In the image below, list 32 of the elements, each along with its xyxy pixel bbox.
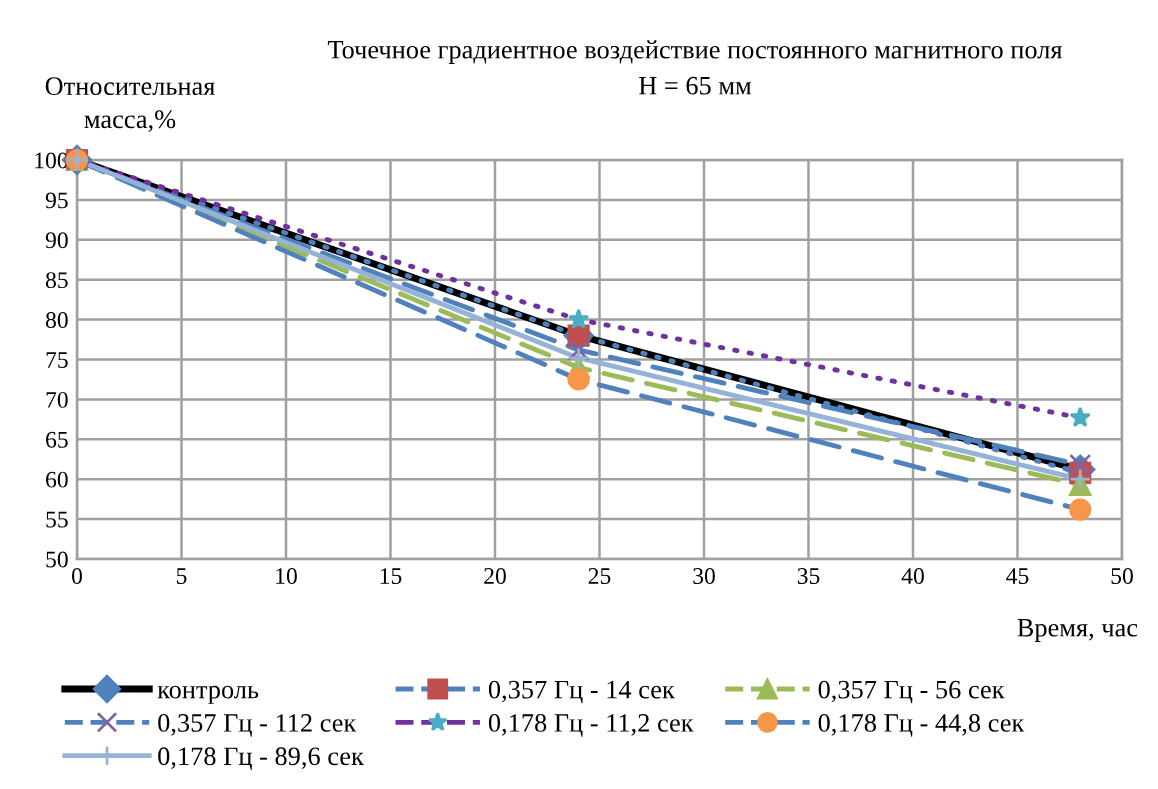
x-tick-label: 25	[588, 568, 611, 584]
x-tick-label: 40	[901, 568, 924, 584]
y-tick-label: 55	[46, 511, 68, 528]
x-tick-label: 45	[1006, 568, 1029, 584]
y-tick-label: 70	[46, 391, 68, 408]
y-tick-label: 80	[45, 312, 68, 329]
y-tick-label: 85	[45, 272, 68, 289]
x-tick-label: 0	[72, 568, 82, 584]
x-tick-label: 50	[1111, 568, 1133, 584]
chart-title: Точечное градиентное воздействие постоянного магнитного поля	[327, 40, 1063, 64]
y-axis-title: Относительная масса,%	[45, 77, 215, 132]
legend-label: 0,178 Гц - 44,8 сек	[818, 714, 1025, 737]
legend-label: 0,178 Гц - 11,2 сек	[488, 714, 694, 737]
x-axis-title: Время, час	[1017, 619, 1138, 642]
legend-label: 0,357 Гц - 14 сек	[488, 680, 675, 704]
y-tick-label: 90	[45, 232, 68, 249]
x-tick-label: 30	[693, 568, 715, 584]
x-tick-label: 15	[380, 568, 402, 584]
x-tick-label: 35	[797, 568, 820, 584]
y-tick-label: 65	[46, 431, 68, 448]
legend-label: 0,357 Гц - 112 сек	[158, 714, 357, 737]
legend-label: контроль	[157, 685, 259, 704]
x-tick-label: 20	[484, 568, 506, 584]
x-tick-label: 5	[176, 568, 187, 584]
x-tick-label: 10	[276, 568, 297, 584]
y-tick-label: 60	[46, 471, 68, 488]
chart-subtitle: H = 65 мм	[639, 76, 752, 95]
y-tick-label: 95	[45, 192, 68, 209]
y-tick-label: 50	[46, 551, 68, 568]
y-tick-label: 75	[46, 352, 68, 368]
legend-label: 0,357 Гц - 56 сек	[818, 680, 1005, 704]
legend-label: 0,178 Гц - 89,6 сек	[158, 747, 364, 771]
